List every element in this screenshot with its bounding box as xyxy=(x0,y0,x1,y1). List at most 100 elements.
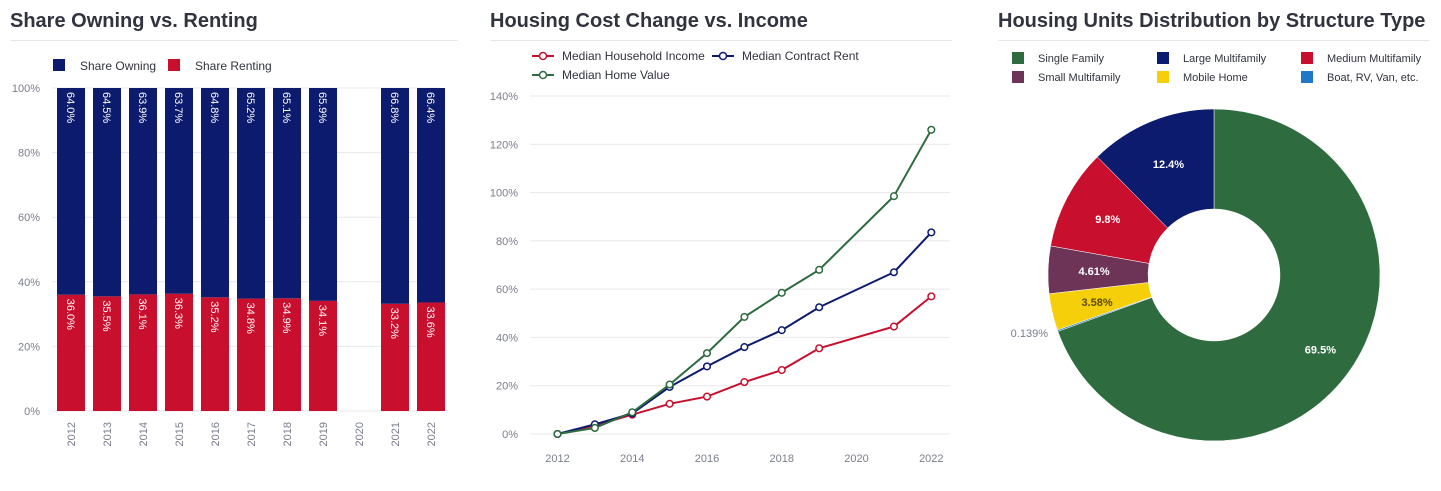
x-tick-label: 2022 xyxy=(426,422,438,446)
data-point xyxy=(665,380,674,389)
bar-owning xyxy=(165,88,193,294)
y-tick-label: 80% xyxy=(496,236,518,248)
bar-data-label: 64.8% xyxy=(208,92,220,123)
title-divider xyxy=(490,40,952,41)
x-tick-label: 2016 xyxy=(210,422,222,446)
data-point xyxy=(740,312,749,321)
legend-label: Share Owning xyxy=(80,59,156,73)
bar-renting xyxy=(417,302,445,411)
units-donut-chart: Single Family Large Multifamily Medium Mul… xyxy=(1011,52,1422,442)
data-point xyxy=(553,429,562,439)
units-chart-title: Housing Units Distribution by Structure … xyxy=(998,10,1426,32)
x-tick-label: 2013 xyxy=(102,422,114,446)
legend-swatch xyxy=(168,59,180,71)
x-tick-label: 2021 xyxy=(390,422,402,446)
data-point xyxy=(927,292,936,301)
bar-data-label: 33.6% xyxy=(424,306,436,337)
bar-data-label: 36.3% xyxy=(172,298,184,329)
data-point xyxy=(702,349,712,358)
bar-renting xyxy=(57,294,85,411)
x-tick-label: 2016 xyxy=(695,453,719,465)
legend-label: Mobile Home xyxy=(1183,72,1248,84)
y-tick-label: 100% xyxy=(490,188,518,200)
bar-renting xyxy=(237,298,265,411)
data-point xyxy=(590,423,599,433)
data-point xyxy=(740,343,749,352)
x-tick-label: 2018 xyxy=(770,453,794,465)
legend-label: Single Family xyxy=(1038,53,1105,65)
y-tick-label: 20% xyxy=(18,341,40,353)
data-point xyxy=(777,288,786,297)
y-tick-label: 40% xyxy=(496,332,518,344)
legend-label: Small Multifamily xyxy=(1038,72,1121,84)
data-point xyxy=(777,326,786,335)
bar-data-label: 63.9% xyxy=(136,92,148,123)
legend-marker xyxy=(538,70,548,80)
x-tick-label: 2014 xyxy=(620,453,644,465)
slice-label: 0.139% xyxy=(1011,328,1049,340)
legend-swatch xyxy=(53,59,65,71)
x-tick-label: 2012 xyxy=(545,453,569,465)
data-point xyxy=(628,408,637,417)
bar-renting xyxy=(201,297,229,411)
title-divider xyxy=(998,40,1430,41)
slice-label: 3.58% xyxy=(1081,297,1112,309)
bar-data-label: 66.8% xyxy=(388,92,400,123)
y-tick-label: 40% xyxy=(18,277,40,289)
bar-owning xyxy=(381,88,409,304)
data-point xyxy=(665,399,674,408)
bar-data-label: 63.7% xyxy=(172,92,184,123)
data-point xyxy=(927,228,936,237)
legend-label: Median Home Value xyxy=(562,68,670,82)
data-point xyxy=(927,125,936,134)
legend-label: Large Multifamily xyxy=(1183,53,1267,65)
bar-renting xyxy=(381,303,409,411)
legend-label: Boat, RV, Van, etc. xyxy=(1327,72,1419,84)
legend-marker xyxy=(538,51,548,61)
bar-data-label: 65.1% xyxy=(280,92,292,123)
x-tick-label: 2019 xyxy=(318,422,330,446)
data-point xyxy=(740,378,749,387)
legend-swatch xyxy=(1012,71,1024,83)
x-tick-label: 2015 xyxy=(174,422,186,446)
legend-label: Median Contract Rent xyxy=(742,49,859,63)
y-tick-label: 20% xyxy=(496,381,518,393)
bar-data-label: 36.1% xyxy=(136,298,148,329)
tenure-bar-chart: Share Owning Share Renting 0% 20% 40% 60% 80% 1… xyxy=(12,59,445,446)
bar-data-label: 33.2% xyxy=(388,308,400,339)
legend-label: Medium Multifamily xyxy=(1327,53,1422,65)
y-tick-label: 100% xyxy=(12,83,40,95)
legend-swatch xyxy=(1301,71,1313,83)
units-panel: Housing Units Distribution by Structure … xyxy=(988,0,1441,491)
bar-data-label: 35.2% xyxy=(208,301,220,332)
slice-label: 9.8% xyxy=(1095,214,1120,226)
bar-owning xyxy=(237,88,265,299)
slice-label: 4.61% xyxy=(1078,266,1109,278)
bar-renting xyxy=(129,294,157,411)
donut-slice xyxy=(1057,108,1381,442)
y-tick-label: 60% xyxy=(496,284,518,296)
legend-swatch xyxy=(1301,52,1313,64)
data-point xyxy=(702,392,712,401)
bar-owning xyxy=(57,88,85,295)
bar-owning xyxy=(309,88,337,301)
bar-data-label: 65.2% xyxy=(244,92,256,123)
tenure-chart-title: Share Owning vs. Renting xyxy=(10,10,258,32)
legend-swatch xyxy=(1157,52,1169,64)
x-tick-label: 2012 xyxy=(66,422,78,446)
bar-renting xyxy=(273,298,301,411)
bar-owning xyxy=(417,88,445,303)
bar-data-label: 64.0% xyxy=(64,92,76,123)
bar-data-label: 34.8% xyxy=(244,303,256,334)
bar-owning xyxy=(93,88,121,297)
bar-data-label: 66.4% xyxy=(424,92,436,123)
bar-owning xyxy=(129,88,157,295)
y-tick-label: 80% xyxy=(18,148,40,160)
x-tick-label: 2020 xyxy=(844,453,868,465)
bar-owning xyxy=(201,88,229,298)
data-point xyxy=(702,362,712,371)
bar-data-label: 34.9% xyxy=(280,302,292,333)
series-line xyxy=(557,231,933,435)
bar-data-label: 34.1% xyxy=(316,305,328,336)
legend-label: Median Household Income xyxy=(562,49,705,63)
